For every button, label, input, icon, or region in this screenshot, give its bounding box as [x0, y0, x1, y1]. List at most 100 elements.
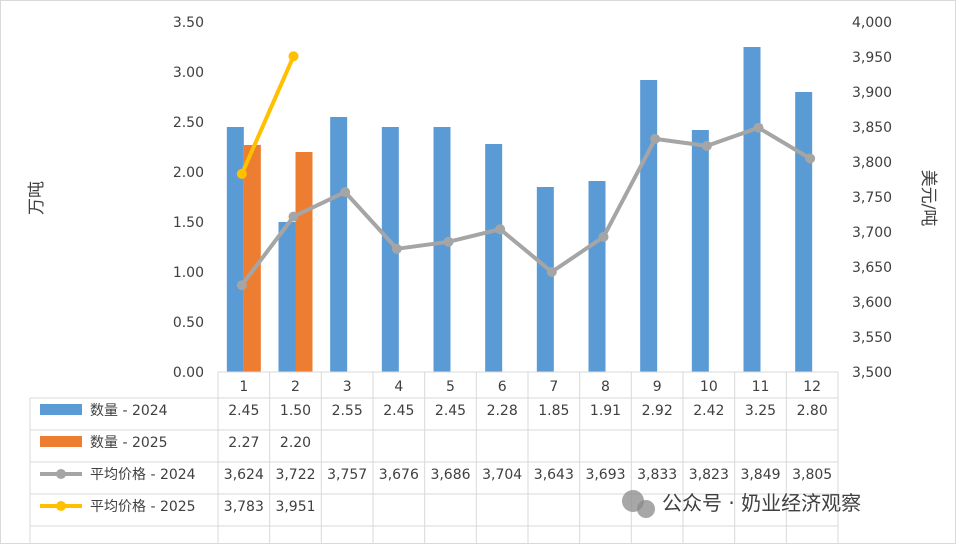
y-right-tick-label: 4,000: [852, 15, 892, 31]
data-label: 3,805: [792, 467, 832, 483]
data-label: 3,643: [534, 467, 574, 483]
bar-s1-1: [243, 145, 261, 372]
y-right-axis-title: 美元/吨: [918, 170, 938, 227]
y-right-tick-label: 3,800: [852, 155, 892, 171]
bar-s0-2: [278, 222, 296, 372]
legend-label: 数量 - 2024: [90, 403, 168, 419]
line-point-s2-10: [753, 122, 764, 133]
y-left-tick-label: 3.00: [173, 65, 204, 81]
data-label: 2.28: [487, 403, 518, 419]
line-point-s2-7: [598, 231, 609, 242]
line-point-s2-8: [650, 133, 661, 144]
legend-swatch-1: [40, 436, 82, 447]
bar-s0-11: [743, 47, 761, 372]
bar-s0-3: [330, 117, 348, 372]
watermark: 公众号 · 奶业经济观察: [622, 490, 861, 518]
data-label: 3,624: [224, 467, 264, 483]
data-label: 3.25: [745, 403, 776, 419]
data-label: 2.27: [228, 435, 259, 451]
legend-label: 数量 - 2025: [90, 435, 168, 451]
data-label: 2.42: [693, 403, 724, 419]
line-point-s2-0: [236, 280, 247, 291]
legend-label: 平均价格 - 2025: [90, 499, 196, 515]
bar-s1-2: [295, 152, 313, 372]
watermark-text: 公众号 · 奶业经济观察: [662, 491, 861, 515]
data-label: 3,833: [637, 467, 677, 483]
line-point-s2-11: [805, 153, 816, 164]
bar-s0-6: [485, 144, 503, 372]
data-label: 3,693: [585, 467, 625, 483]
x-tick-label: 4: [394, 379, 403, 395]
line-point-s2-5: [495, 224, 506, 235]
line-series-3: [240, 55, 296, 175]
y-right-tick-label: 3,600: [852, 295, 892, 311]
bar-s0-9: [640, 80, 658, 372]
line-point-s3-1: [288, 51, 299, 62]
data-label: 3,823: [689, 467, 729, 483]
data-label: 2.45: [228, 403, 259, 419]
legend-swatch-0: [40, 404, 82, 415]
line-point-s2-3: [391, 243, 402, 254]
y-right-tick-label: 3,700: [852, 225, 892, 241]
y-right-tick-label: 3,850: [852, 120, 892, 136]
x-tick-label: 7: [549, 379, 558, 395]
bar-s0-1: [226, 127, 244, 372]
x-tick-label: 10: [700, 379, 718, 395]
bar-s0-8: [588, 181, 606, 372]
data-label: 3,951: [275, 499, 315, 515]
y-left-tick-label: 0.50: [173, 315, 204, 331]
line-point-s2-1: [288, 211, 299, 222]
line-point-s3-0: [236, 168, 247, 179]
y-left-tick-label: 1.50: [173, 215, 204, 231]
y-right-tick-label: 3,650: [852, 260, 892, 276]
data-label: 1.91: [590, 403, 621, 419]
bar-s0-5: [433, 127, 451, 372]
line-point-s2-4: [443, 236, 454, 247]
x-tick-label: 5: [446, 379, 455, 395]
line-series-2: [240, 125, 812, 287]
data-label: 2.55: [332, 403, 363, 419]
data-label: 1.85: [538, 403, 569, 419]
data-label: 3,704: [482, 467, 522, 483]
x-tick-label: 3: [343, 379, 352, 395]
x-tick-label: 6: [498, 379, 507, 395]
x-tick-label: 8: [601, 379, 610, 395]
data-label: 2.45: [383, 403, 414, 419]
wechat-icon-bubble: [637, 500, 655, 518]
x-tick-label: 12: [803, 379, 821, 395]
x-tick-label: 2: [291, 379, 300, 395]
y-right-tick-label: 3,750: [852, 190, 892, 206]
y-right-tick-label: 3,550: [852, 330, 892, 346]
line-point-s2-9: [701, 140, 712, 151]
y-left-tick-label: 3.50: [173, 15, 204, 31]
bar-s0-4: [381, 127, 399, 372]
y-left-tick-label: 2.00: [173, 165, 204, 181]
y-left-tick-label: 0.00: [173, 365, 204, 381]
data-label: 3,783: [224, 499, 264, 515]
bar-s0-10: [691, 130, 709, 372]
legend-marker-3: [56, 501, 66, 511]
data-label: 2.45: [435, 403, 466, 419]
y-right-tick-label: 3,500: [852, 365, 892, 381]
legend-marker-2: [56, 469, 66, 479]
bar-s0-12: [795, 92, 813, 372]
data-label: 3,722: [275, 467, 315, 483]
line-point-s2-6: [546, 266, 557, 277]
data-label: 1.50: [280, 403, 311, 419]
line-point-s2-2: [340, 187, 351, 198]
y-right-tick-label: 3,900: [852, 85, 892, 101]
y-right-tick-label: 3,950: [852, 50, 892, 66]
x-tick-label: 1: [239, 379, 248, 395]
y-left-axis-title: 万吨: [27, 181, 47, 215]
x-tick-label: 11: [752, 379, 770, 395]
bar-s0-7: [536, 187, 554, 372]
data-label: 3,686: [430, 467, 470, 483]
legend-label: 平均价格 - 2024: [90, 467, 196, 483]
data-label: 3,757: [327, 467, 367, 483]
data-label: 2.80: [797, 403, 828, 419]
data-label: 2.20: [280, 435, 311, 451]
data-label: 3,849: [740, 467, 780, 483]
data-label: 3,676: [379, 467, 419, 483]
y-left-tick-label: 2.50: [173, 115, 204, 131]
